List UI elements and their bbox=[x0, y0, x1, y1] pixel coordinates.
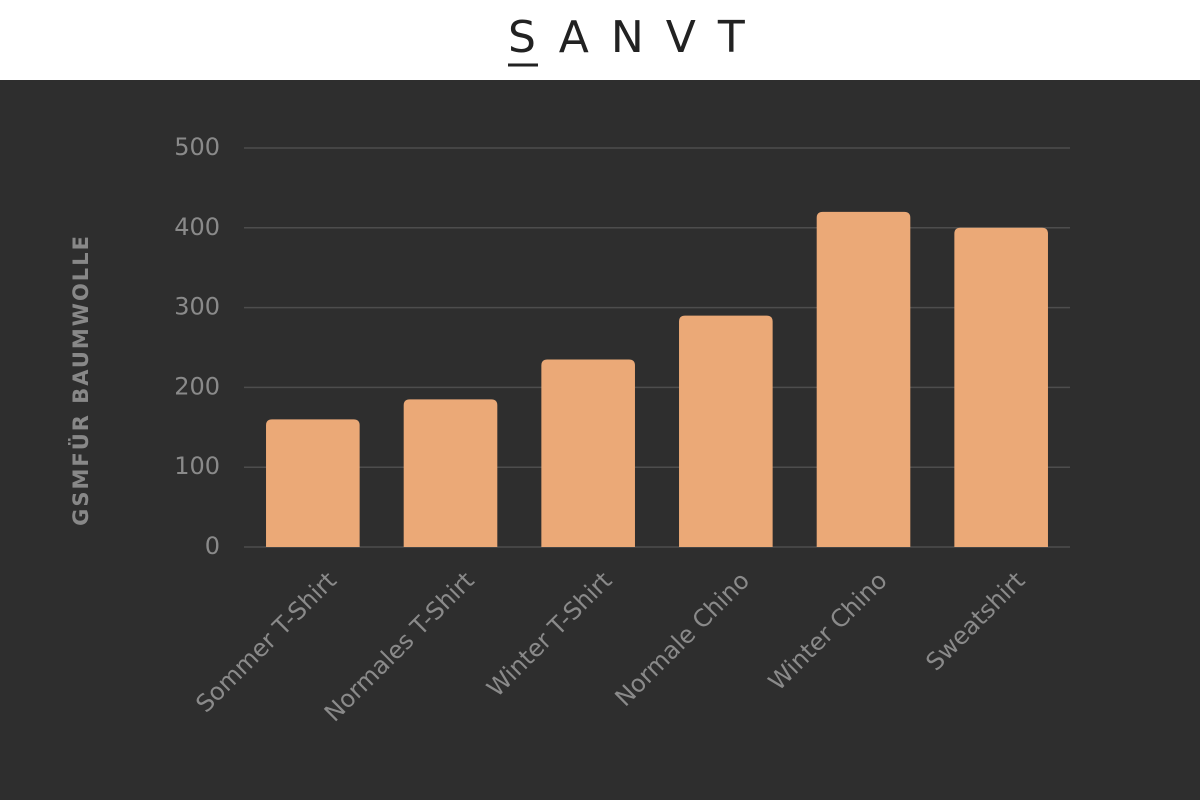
y-tick-label: 100 bbox=[174, 452, 220, 480]
bar bbox=[403, 399, 498, 547]
y-tick-label: 0 bbox=[205, 532, 220, 560]
bar bbox=[266, 419, 360, 547]
y-tick-label: 500 bbox=[174, 133, 220, 161]
bar bbox=[816, 211, 911, 547]
bar bbox=[954, 227, 1048, 548]
y-axis-label: GSMFÜR BAUMWOLLE bbox=[68, 234, 93, 526]
header bbox=[0, 0, 1200, 80]
bar bbox=[541, 359, 635, 547]
y-tick-label: 300 bbox=[174, 293, 220, 321]
logo: SANVT bbox=[508, 12, 767, 63]
y-tick-label: 200 bbox=[174, 372, 220, 400]
bar bbox=[679, 315, 773, 547]
y-tick-label: 400 bbox=[174, 213, 220, 241]
